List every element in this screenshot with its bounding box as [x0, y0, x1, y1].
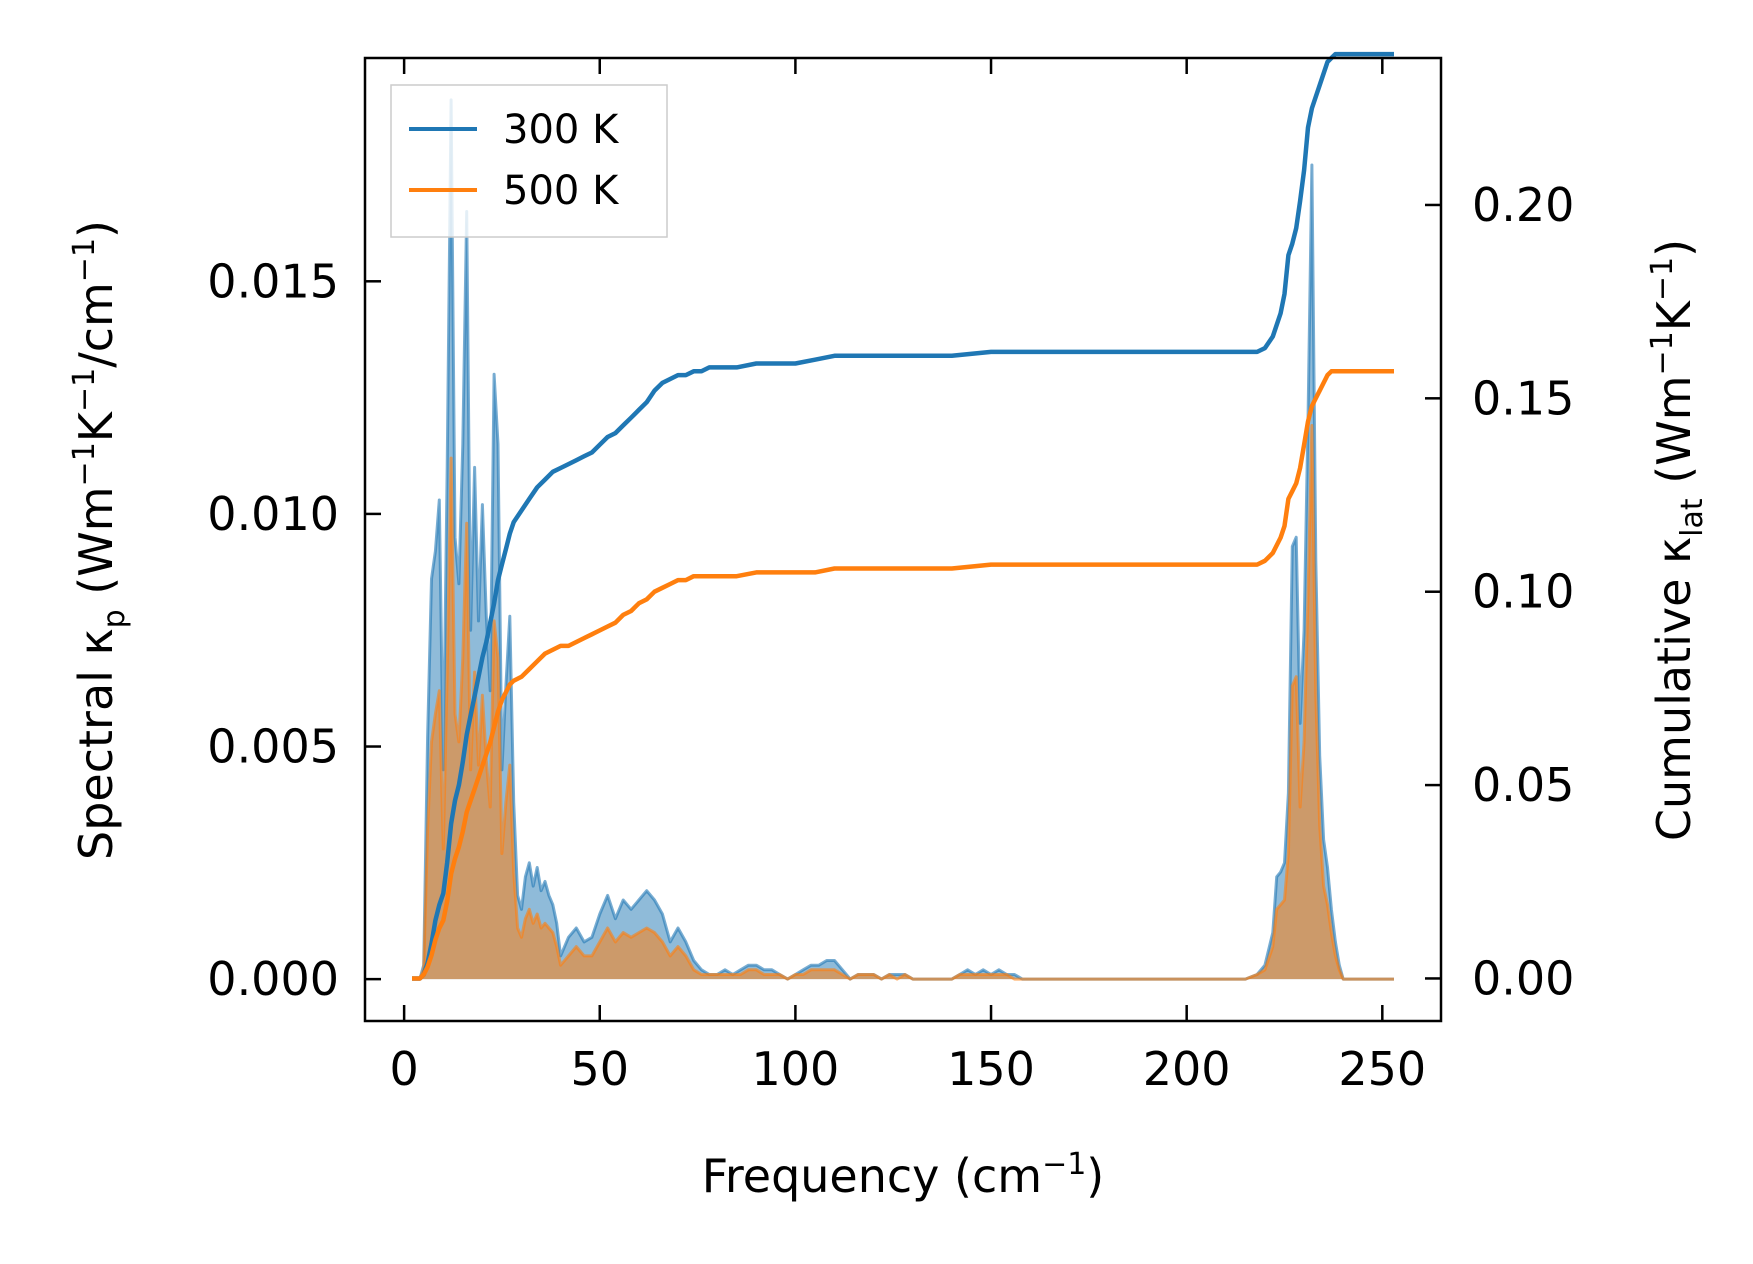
- y-axis-right-label: Cumulative κlat (Wm−1K−1): [1645, 239, 1710, 841]
- spectral-line-500k: [412, 424, 1394, 981]
- cumulative-line-300k: [412, 51, 1394, 981]
- cumulative-line-500k: [412, 369, 1394, 981]
- y-right-tick-label: 0.00: [1472, 951, 1574, 1005]
- x-tick-label: 250: [1338, 1042, 1426, 1096]
- y-left-label-sup1: −1: [67, 442, 102, 486]
- axes-ticks: 0 50 100 150 200 250 0.000 0.005 0.010 0.015 0.00 0…: [207, 58, 1574, 1096]
- x-axis-label-text: Frequency (cm: [702, 1149, 1042, 1203]
- x-tick-label: 200: [1143, 1042, 1231, 1096]
- y-right-label-sub: lat: [1675, 498, 1710, 537]
- legend: 300 K 500 K: [390, 84, 668, 238]
- y-right-label-tail: ): [1647, 239, 1701, 257]
- x-tick-label: 100: [751, 1042, 839, 1096]
- plot-area: [412, 51, 1394, 981]
- y-left-label-mid2: /cm: [69, 282, 123, 368]
- legend-frame: [390, 84, 668, 238]
- y-right-label-mid: K: [1647, 299, 1701, 331]
- y-right-tick-label: 0.20: [1472, 178, 1574, 232]
- x-axis-label-sup: −1: [1042, 1147, 1086, 1182]
- y-left-tick-label: 0.000: [207, 952, 339, 1006]
- y-right-label-prefix: Cumulative κ: [1647, 537, 1701, 841]
- x-tick-label: 0: [389, 1042, 418, 1096]
- x-axis-label: Frequency (cm−1): [702, 1147, 1105, 1203]
- y-right-tick-label: 0.15: [1472, 371, 1574, 425]
- y-right-label-unit: (Wm: [1647, 375, 1701, 498]
- y-left-tick-label: 0.010: [207, 487, 339, 541]
- x-tick-label: 150: [947, 1042, 1035, 1096]
- y-left-label-prefix: Spectral κ: [69, 628, 123, 860]
- y-left-tick-label: 0.005: [207, 720, 339, 774]
- y-left-label-sub: p: [97, 609, 132, 628]
- y-right-tick-label: 0.10: [1472, 565, 1574, 619]
- axes-frame: [363, 56, 1443, 1023]
- y-left-tick-label: 0.015: [207, 254, 339, 308]
- x-axis-label-tail: ): [1086, 1149, 1104, 1203]
- y-left-label-sup2: −1: [67, 368, 102, 412]
- legend-label-300k: 300 K: [503, 107, 620, 153]
- y-right-label-sup2: −1: [1645, 257, 1680, 301]
- y-right-tick-label: 0.05: [1472, 758, 1574, 812]
- y-left-label-unit: (Wm: [69, 486, 123, 609]
- y-axis-left-label: Spectral κp (Wm−1K−1/cm−1): [67, 220, 132, 860]
- x-tick-label: 50: [570, 1042, 629, 1096]
- y-right-label-sup1: −1: [1645, 331, 1680, 375]
- y-left-label-mid: K: [69, 410, 123, 442]
- y-left-label-tail: ): [69, 220, 123, 238]
- spectral-area-500k: [412, 425, 1394, 980]
- legend-label-500k: 500 K: [503, 168, 620, 214]
- y-left-label-sup3: −1: [67, 238, 102, 282]
